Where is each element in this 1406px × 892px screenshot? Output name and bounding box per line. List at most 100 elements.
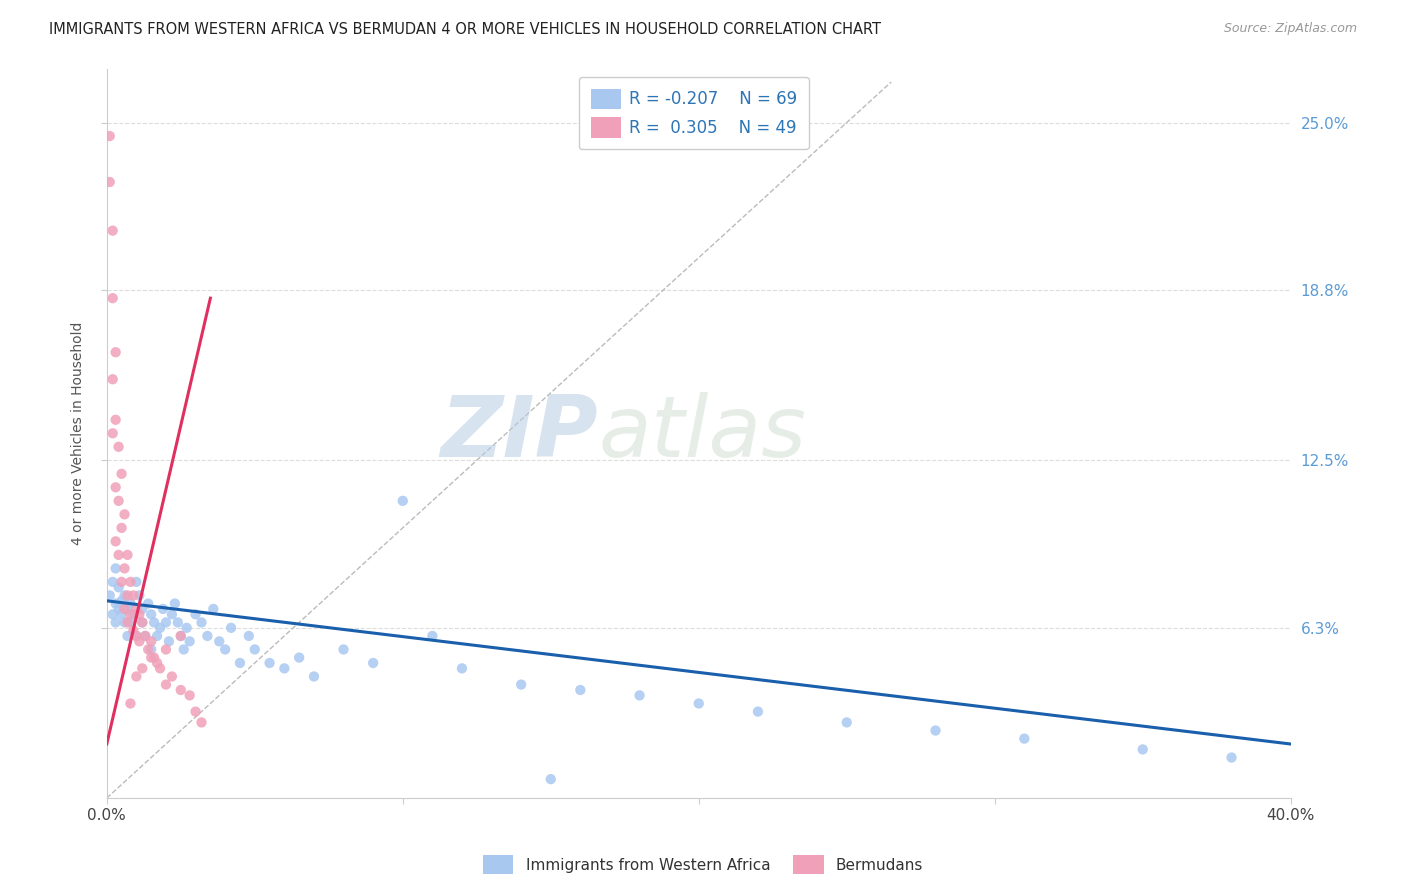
Point <box>104 561 127 575</box>
Point <box>422 629 444 643</box>
Point <box>143 615 166 630</box>
Point <box>128 589 150 603</box>
Point <box>134 629 156 643</box>
Point <box>125 629 148 643</box>
Point <box>131 615 153 630</box>
Point <box>540 772 562 786</box>
Point <box>152 602 174 616</box>
Point <box>197 629 219 643</box>
Point <box>107 548 129 562</box>
Point <box>136 597 159 611</box>
Point <box>510 677 533 691</box>
Point <box>101 224 124 238</box>
Point <box>146 629 169 643</box>
Point <box>110 607 132 622</box>
Point <box>120 697 142 711</box>
Text: atlas: atlas <box>598 392 806 475</box>
Point <box>288 650 311 665</box>
Point <box>104 480 127 494</box>
Point <box>122 624 145 638</box>
Point <box>688 697 710 711</box>
Point <box>125 574 148 589</box>
Point <box>128 607 150 622</box>
Point <box>107 440 129 454</box>
Y-axis label: 4 or more Vehicles in Household: 4 or more Vehicles in Household <box>72 322 86 545</box>
Point <box>141 607 163 622</box>
Point <box>146 656 169 670</box>
Point <box>170 629 193 643</box>
Legend: R = -0.207    N = 69, R =  0.305    N = 49: R = -0.207 N = 69, R = 0.305 N = 49 <box>579 77 808 149</box>
Point <box>155 677 177 691</box>
Point <box>219 621 242 635</box>
Point <box>101 426 124 441</box>
Point <box>166 615 188 630</box>
Point <box>117 629 139 643</box>
Point <box>141 650 163 665</box>
Point <box>1014 731 1036 746</box>
Point <box>184 705 207 719</box>
Point <box>184 607 207 622</box>
Point <box>101 607 124 622</box>
Point <box>104 597 127 611</box>
Point <box>190 615 212 630</box>
Point <box>391 493 413 508</box>
Point <box>176 621 198 635</box>
Point <box>117 589 139 603</box>
Point <box>131 615 153 630</box>
Point <box>243 642 266 657</box>
Point <box>155 642 177 657</box>
Point <box>835 715 858 730</box>
Point <box>569 683 592 698</box>
Point <box>125 629 148 643</box>
Point <box>229 656 252 670</box>
Point <box>179 634 201 648</box>
Point <box>110 467 132 481</box>
Point <box>163 597 186 611</box>
Point <box>110 574 132 589</box>
Point <box>170 629 193 643</box>
Point <box>924 723 946 738</box>
Point <box>98 129 121 144</box>
Point <box>136 642 159 657</box>
Point <box>208 634 231 648</box>
Point <box>131 602 153 616</box>
Point <box>110 521 132 535</box>
Point <box>128 634 150 648</box>
Text: Source: ZipAtlas.com: Source: ZipAtlas.com <box>1223 22 1357 36</box>
Point <box>302 669 325 683</box>
Point <box>155 615 177 630</box>
Point <box>190 715 212 730</box>
Point <box>160 607 183 622</box>
Point <box>98 175 121 189</box>
Point <box>179 689 201 703</box>
Point <box>117 548 139 562</box>
Text: IMMIGRANTS FROM WESTERN AFRICA VS BERMUDAN 4 OR MORE VEHICLES IN HOUSEHOLD CORRE: IMMIGRANTS FROM WESTERN AFRICA VS BERMUD… <box>49 22 882 37</box>
Point <box>107 580 129 594</box>
Point <box>141 634 163 648</box>
Point <box>125 602 148 616</box>
Point <box>104 615 127 630</box>
Point <box>114 561 136 575</box>
Point <box>104 534 127 549</box>
Point <box>107 602 129 616</box>
Point <box>104 413 127 427</box>
Point <box>110 594 132 608</box>
Point <box>451 661 474 675</box>
Point <box>202 602 225 616</box>
Point <box>160 669 183 683</box>
Point <box>114 615 136 630</box>
Point <box>114 589 136 603</box>
Text: ZIP: ZIP <box>440 392 598 475</box>
Point <box>134 629 156 643</box>
Point <box>143 650 166 665</box>
Point <box>273 661 295 675</box>
Point <box>361 656 384 670</box>
Point <box>628 689 651 703</box>
Point <box>173 642 195 657</box>
Point <box>101 372 124 386</box>
Point <box>122 607 145 622</box>
Point <box>141 642 163 657</box>
Point <box>259 656 281 670</box>
Point <box>120 597 142 611</box>
Point <box>1132 742 1154 756</box>
